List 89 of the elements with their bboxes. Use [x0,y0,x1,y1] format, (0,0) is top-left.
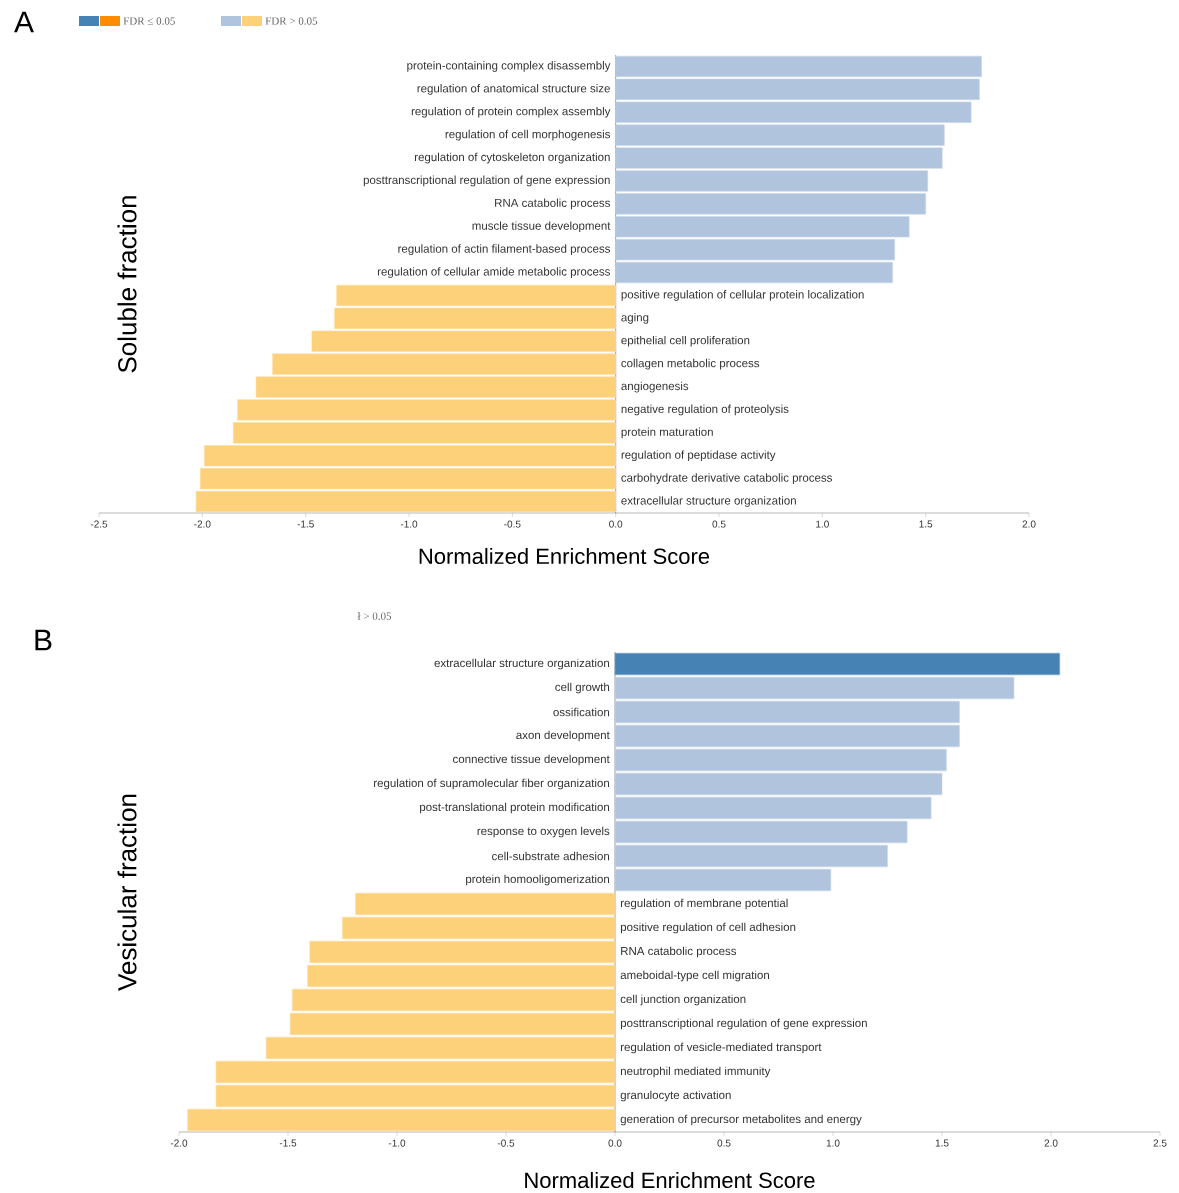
y-tick-label: posttranscriptional regulation of gene expression [363,175,610,187]
y-tick-label: muscle tissue development [472,221,611,233]
y-tick-label: negative regulation of proteolysis [621,404,789,416]
bar [309,940,616,964]
y-tick-label: cell-substrate adhesion [492,851,610,861]
x-tick-label: -1.5 [297,520,314,528]
x-tick-label: 2.0 [1022,520,1036,528]
x-axis-title: Normalized Enrichment Score [525,1171,815,1189]
x-tick-label: -1.0 [388,1139,406,1147]
text: ł > 0.05 [357,612,392,620]
y-tick-label: regulation of membrane potential [620,898,788,910]
x-tick-label: 0.0 [608,1139,622,1147]
y-tick-label: epithelial cell proliferation [621,335,750,347]
legend-label: FDR ≤ 0.05 [123,17,175,25]
bar [614,796,932,820]
bar [265,1036,616,1060]
y-tick-label: cell growth [555,682,610,694]
x-tick-label: -0.5 [504,520,521,528]
x-tick-label: 0.5 [717,1139,731,1147]
bar [187,1108,616,1132]
bar [614,820,908,844]
y-tick-label: positive regulation of cell adhesion [620,922,796,934]
x-tick-label: 1.0 [826,1139,840,1147]
x-tick-label: 1.5 [935,1139,949,1147]
y-tick-label: angiogenesis [621,381,689,393]
x-tick-label: -1.5 [279,1139,297,1147]
y-axis-title: Vesicular fraction [117,794,137,991]
bar [614,652,1061,676]
y-tick-label: extracellular structure organization [621,496,796,507]
bar [307,964,616,988]
y-tick-label: protein homooligomerization [466,874,610,886]
bar [614,748,947,772]
bar [614,868,832,892]
y-tick-label: aging [621,313,649,324]
y-tick-label: positive regulation of cellular protein localization [621,290,864,301]
x-tick-label: 0.0 [609,520,623,528]
bar [614,676,1015,700]
y-axis-title: Soluble fraction [117,196,137,373]
bar [289,1012,616,1036]
chart-title: A [14,11,34,33]
y-tick-label: protein maturation [621,427,713,439]
bar [215,1084,616,1108]
y-tick-label: regulation of peptidase activity [621,450,776,462]
x-tick-label: 1.5 [919,520,933,528]
y-tick-label: response to oxygen levels [477,826,610,838]
y-tick-label: regulation of cytoskeleton organization [414,152,610,164]
y-tick-label: regulation of vesicle-mediated transport [620,1042,822,1054]
y-tick-label: post-translational protein modification [420,802,610,814]
y-tick-label: regulation of supramolecular fiber organization [374,778,609,790]
y-tick-label: ossification [553,707,610,717]
bar [614,772,943,796]
chart-title: B [35,629,52,651]
y-tick-label: connective tissue development [453,754,610,766]
y-tick-label: regulation of anatomical structure size [417,84,610,95]
y-tick-label: regulation of cellular amide metabolic process [377,267,610,278]
y-tick-label: posttranscriptional regulation of gene expression [620,1018,867,1030]
y-tick-label: regulation of cell morphogenesis [445,129,611,141]
x-tick-label: -1.0 [400,520,418,528]
y-tick-label: regulation of actin filament-based process [398,244,611,256]
x-tick-label: 2.5 [1153,1139,1167,1147]
legend-label: FDR > 0.05 [265,17,318,25]
y-tick-label: collagen metabolic process [621,358,760,370]
y-tick-label: neutrophil mediated immunity [620,1066,771,1078]
y-tick-label: extracellular structure organization [434,658,610,670]
x-tick-label: -2.0 [194,520,211,528]
bar [614,700,960,724]
y-tick-label: RNA catabolic process [621,946,737,958]
x-tick-label: -2.0 [170,1139,188,1147]
y-tick-label: RNA catabolic process [495,198,611,210]
bar [342,916,616,940]
x-axis-title: Normalized Enrichment Score [419,547,710,565]
bar [215,1060,616,1084]
y-tick-label: granulocyte activation [620,1090,731,1102]
x-tick-label: 1.0 [816,520,829,528]
y-tick-label: protein-containing complex disassembly [407,61,611,72]
bar [614,724,960,748]
y-tick-label: regulation of protein complex assembly [411,106,611,118]
x-tick-label: -2.5 [90,520,108,528]
y-tick-label: ameboidal-type cell migration [620,970,769,982]
y-tick-label: cell junction organization [620,994,746,1006]
x-tick-label: 0.5 [712,520,726,528]
y-tick-label: axon development [516,730,610,742]
bar [614,844,888,868]
bar [355,892,616,916]
y-tick-label: carbohydrate derivative catabolic process [621,473,832,485]
bar [292,988,616,1012]
y-tick-label: generation of precursor metabolites and energy [620,1114,862,1126]
x-tick-label: -0.5 [497,1139,515,1147]
x-tick-label: 2.0 [1044,1139,1058,1147]
